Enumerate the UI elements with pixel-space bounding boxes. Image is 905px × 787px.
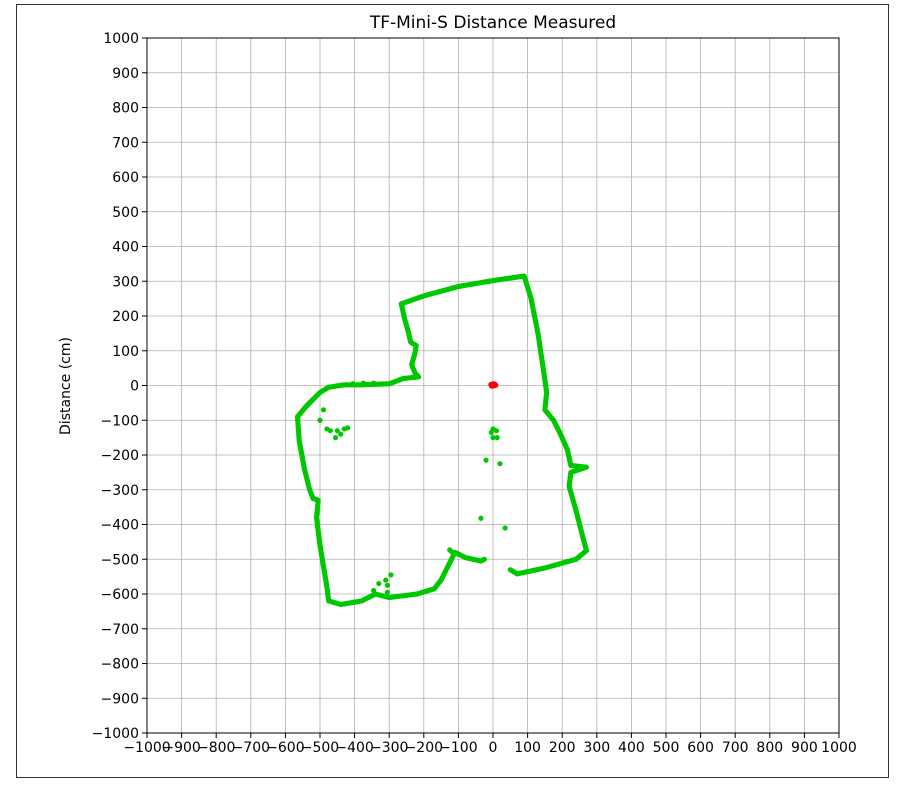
- y-tick-label: −900: [101, 691, 139, 707]
- scan-point: [360, 380, 366, 386]
- y-tick-label: 200: [112, 309, 139, 325]
- scan-point: [332, 435, 339, 441]
- y-tick-label: −1000: [92, 726, 139, 742]
- scan-point: [507, 567, 513, 573]
- scan-point: [317, 417, 323, 423]
- y-tick-label: 1000: [103, 31, 139, 47]
- y-tick-label: 400: [112, 240, 139, 256]
- scan-point: [334, 428, 340, 434]
- scan-point: [490, 435, 496, 441]
- y-tick-label: 300: [112, 274, 139, 290]
- x-tick-label: 1000: [821, 740, 857, 756]
- y-tick-label: 0: [130, 379, 139, 395]
- x-tick-label: 400: [618, 740, 645, 756]
- figure-frame: [16, 4, 889, 778]
- y-tick-label: −200: [101, 448, 139, 464]
- x-tick-label: 600: [687, 740, 714, 756]
- scan-point: [365, 594, 372, 601]
- x-tick-label: 800: [756, 740, 783, 756]
- x-tick-label: −200: [405, 740, 443, 756]
- y-tick-label: −800: [101, 657, 139, 673]
- origin-point: [488, 381, 494, 388]
- y-tick-label: 100: [112, 344, 139, 360]
- scan-point: [497, 461, 503, 467]
- scan-point: [384, 589, 391, 595]
- scan-point: [478, 515, 484, 521]
- x-tick-label: −700: [232, 740, 270, 756]
- y-tick-label: 600: [112, 170, 139, 186]
- y-tick-label: 800: [112, 101, 139, 117]
- scan-point: [502, 525, 508, 531]
- scan-point: [494, 435, 500, 441]
- scan-point: [493, 428, 500, 434]
- x-tick-label: 100: [514, 740, 541, 756]
- scan-point: [388, 572, 394, 578]
- y-tick-label: −100: [101, 413, 139, 429]
- scan-point: [481, 556, 487, 562]
- scan-point: [371, 587, 377, 594]
- y-tick-label: −300: [101, 483, 139, 499]
- scan-point: [376, 580, 382, 587]
- y-tick-label: 700: [112, 135, 139, 151]
- x-tick-label: 900: [791, 740, 818, 756]
- scan-point: [448, 549, 455, 555]
- x-tick-label: 700: [722, 740, 749, 756]
- y-axis-label: Distance (cm): [58, 337, 74, 435]
- y-tick-label: −400: [101, 518, 139, 534]
- scan-point: [384, 582, 391, 588]
- y-tick-label: −700: [101, 622, 139, 638]
- y-tick-label: −600: [101, 587, 139, 603]
- y-axis-ticks: 10009008007006005004003002001000−100−200…: [92, 31, 147, 742]
- x-tick-label: −1000: [123, 740, 170, 756]
- x-tick-label: −600: [266, 740, 304, 756]
- scan-point: [345, 425, 351, 431]
- x-tick-label: −900: [162, 740, 200, 756]
- chart-title: TF-Mini-S Distance Measured: [369, 13, 616, 33]
- x-tick-label: 200: [549, 740, 576, 756]
- x-tick-label: −500: [301, 740, 339, 756]
- y-tick-label: 500: [112, 205, 139, 221]
- origin-point: [493, 382, 499, 388]
- y-tick-label: 900: [112, 66, 139, 82]
- scan-point: [371, 380, 377, 386]
- scan-point: [320, 407, 327, 413]
- x-tick-label: −300: [370, 740, 408, 756]
- x-tick-label: −100: [439, 740, 477, 756]
- x-tick-label: 300: [583, 740, 610, 756]
- x-tick-label: −400: [335, 740, 373, 756]
- scan-point: [488, 429, 494, 436]
- scan-point: [338, 431, 344, 437]
- scan-point: [327, 428, 333, 434]
- x-tick-label: 500: [653, 740, 680, 756]
- x-tick-label: 0: [489, 740, 498, 756]
- scan-point: [483, 457, 489, 463]
- x-axis-ticks: −1000−900−800−700−600−500−400−300−200−10…: [123, 733, 857, 756]
- scan-point: [350, 381, 356, 387]
- y-tick-label: −500: [101, 552, 139, 568]
- x-tick-label: −800: [197, 740, 235, 756]
- scatter-points: [294, 273, 590, 608]
- scan-point: [383, 577, 389, 583]
